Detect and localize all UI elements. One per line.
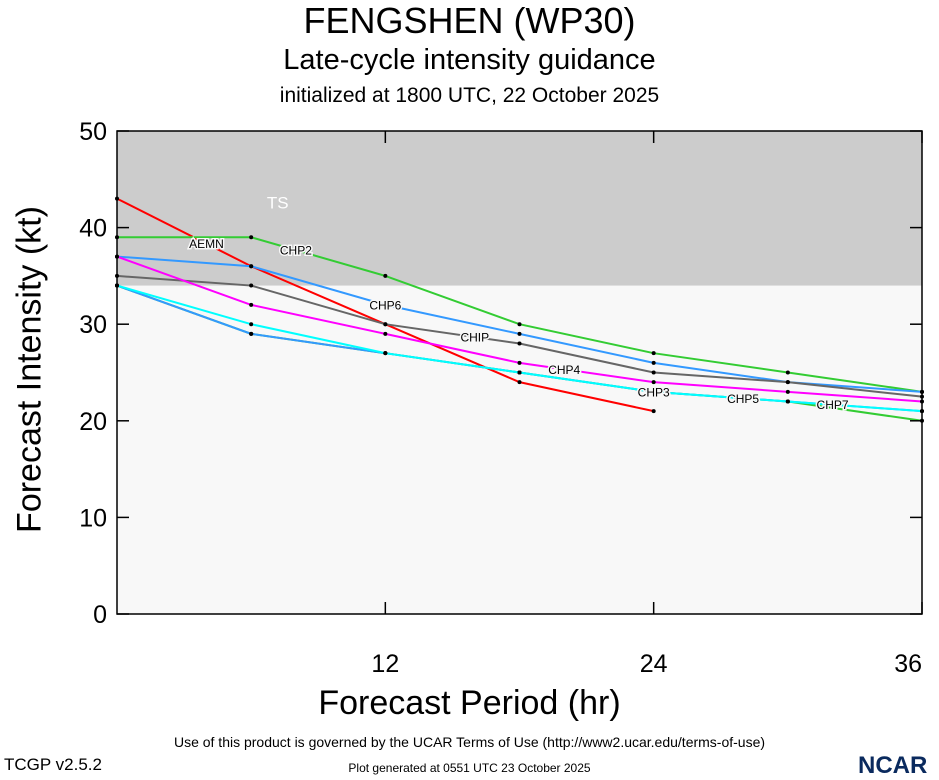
data-point	[517, 360, 522, 365]
data-point	[383, 351, 388, 356]
data-point	[249, 322, 254, 327]
terms-notice: Use of this product is governed by the U…	[173, 734, 766, 750]
series-label: CHP4	[548, 363, 580, 377]
data-point	[651, 389, 656, 394]
x-tick-label: 24	[640, 650, 668, 678]
y-tick-label: 10	[79, 504, 107, 532]
data-point	[785, 399, 790, 404]
data-point	[651, 409, 656, 414]
data-point	[651, 360, 656, 365]
data-point	[383, 273, 388, 278]
x-tick-label: 36	[894, 650, 922, 678]
y-tick-label: 30	[79, 311, 107, 339]
series-label: CHP3	[638, 385, 670, 399]
data-point	[785, 370, 790, 375]
intensity-band-ts	[117, 131, 922, 286]
data-point	[517, 331, 522, 336]
data-point	[383, 322, 388, 327]
y-tick-label: 40	[79, 215, 107, 243]
series-label: CHP7	[817, 398, 849, 412]
series-label: CHP2	[280, 244, 312, 258]
init-time: initialized at 1800 UTC, 22 October 2025	[279, 84, 660, 107]
data-point	[249, 302, 254, 307]
data-point	[651, 380, 656, 385]
data-point	[651, 351, 656, 356]
y-axis-label: Forecast Intensity (kt)	[10, 206, 49, 533]
series-label: CHP5	[727, 392, 759, 406]
generated-time: Plot generated at 0551 UTC 23 October 20…	[348, 761, 591, 775]
ncar-logo: NCAR	[858, 752, 928, 779]
band-label: TS	[267, 193, 289, 212]
data-point	[249, 283, 254, 288]
data-point	[249, 235, 254, 240]
data-point	[785, 389, 790, 394]
y-tick-label: 20	[79, 408, 107, 436]
series-label: CHP6	[369, 298, 401, 312]
chart-title: FENGSHEN (WP30)	[303, 0, 636, 41]
data-point	[249, 331, 254, 336]
chart-subtitle: Late-cycle intensity guidance	[283, 44, 656, 76]
series-label: AEMN	[189, 237, 224, 251]
data-point	[517, 370, 522, 375]
data-point	[249, 264, 254, 269]
series-label: CHIP	[460, 331, 489, 345]
data-point	[383, 331, 388, 336]
data-point	[517, 322, 522, 327]
y-tick-label: 0	[93, 601, 107, 629]
data-point	[651, 370, 656, 375]
y-tick-label: 50	[79, 118, 107, 146]
version-label: TCGP v2.5.2	[4, 755, 102, 774]
data-point	[383, 302, 388, 307]
data-point	[517, 341, 522, 346]
data-point	[785, 380, 790, 385]
x-tick-label: 12	[371, 650, 399, 678]
axes-frame	[116, 130, 923, 615]
x-axis-label: Forecast Period (hr)	[318, 684, 621, 722]
data-point	[517, 380, 522, 385]
